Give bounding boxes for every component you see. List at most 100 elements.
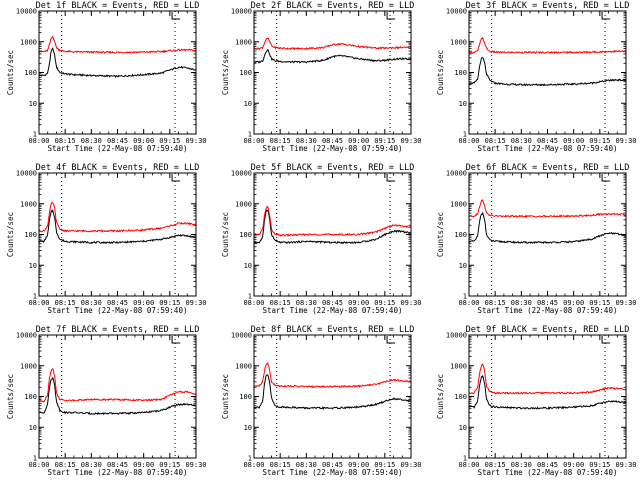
- x-axis-label: Start Time (22-May-08 07:59:40): [478, 144, 618, 153]
- x-tick-label: 09:30: [185, 137, 206, 145]
- x-tick-label: 08:15: [485, 299, 506, 307]
- x-tick-label: 08:30: [81, 137, 102, 145]
- y-tick-label: 1: [463, 293, 467, 301]
- x-tick-label: 08:15: [270, 299, 291, 307]
- x-tick-label: 08:45: [537, 461, 558, 469]
- y-tick-label: 1000: [235, 362, 252, 370]
- x-tick-label: 09:15: [589, 137, 610, 145]
- x-tick-label: 09:00: [133, 299, 154, 307]
- x-tick-label: 08:45: [537, 299, 558, 307]
- y-tick-label: 10000: [446, 8, 467, 16]
- x-tick-label: 09:15: [159, 461, 180, 469]
- bracket-marker: [386, 336, 396, 344]
- y-tick-label: 10: [459, 262, 467, 270]
- y-tick-label: 100: [454, 393, 467, 401]
- chart-title: Det 1f BLACK = Events, RED = LLD: [36, 1, 200, 11]
- x-axis-label: Start Time (22-May-08 07:59:40): [48, 306, 188, 315]
- x-axis-label: Start Time (22-May-08 07:59:40): [263, 144, 403, 153]
- x-tick-label: 09:00: [563, 299, 584, 307]
- series-line-red: [253, 205, 412, 238]
- bracket-marker: [171, 174, 181, 182]
- series-line-black: [468, 57, 627, 87]
- chart-panel: Det 8f BLACK = Events, RED = LLD Start Ti…: [221, 325, 422, 477]
- y-tick-label: 1: [33, 131, 37, 139]
- plot-frame: [468, 334, 627, 459]
- y-axis-label: Counts/sec: [436, 212, 445, 257]
- y-tick-label: 1000: [450, 362, 467, 370]
- x-axis-label: Start Time (22-May-08 07:59:40): [263, 306, 403, 315]
- y-tick-label: 10000: [446, 332, 467, 340]
- chart-title: Det 4f BLACK = Events, RED = LLD: [36, 163, 200, 173]
- series-line-black: [38, 209, 197, 245]
- y-tick-label: 100: [24, 393, 37, 401]
- y-tick-label: 10000: [446, 170, 467, 178]
- y-axis-label: Counts/sec: [6, 212, 15, 257]
- x-tick-label: 08:15: [55, 299, 76, 307]
- series-line-black: [253, 374, 412, 411]
- x-tick-label: 09:30: [615, 299, 636, 307]
- x-tick-label: 08:00: [458, 461, 479, 469]
- y-tick-label: 1000: [450, 38, 467, 46]
- y-tick-label: 10000: [16, 332, 37, 340]
- x-tick-label: 09:00: [348, 299, 369, 307]
- bracket-marker: [171, 336, 181, 344]
- x-tick-label: 08:15: [485, 461, 506, 469]
- x-tick-label: 08:30: [511, 299, 532, 307]
- x-tick-label: 08:30: [81, 299, 102, 307]
- y-tick-label: 10000: [16, 8, 37, 16]
- y-tick-label: 1: [33, 455, 37, 463]
- y-tick-label: 100: [239, 393, 252, 401]
- chart-panel: Det 3f BLACK = Events, RED = LLD Start Ti…: [436, 1, 637, 153]
- x-tick-label: 09:30: [615, 461, 636, 469]
- x-tick-label: 09:30: [400, 137, 421, 145]
- bracket-marker: [171, 12, 181, 20]
- x-tick-label: 09:00: [133, 137, 154, 145]
- x-tick-label: 08:30: [81, 461, 102, 469]
- y-tick-label: 100: [24, 231, 37, 239]
- series-line-black: [38, 376, 197, 416]
- y-tick-label: 1000: [235, 200, 252, 208]
- chart-title: Det 3f BLACK = Events, RED = LLD: [466, 1, 630, 11]
- x-tick-label: 08:15: [55, 137, 76, 145]
- y-tick-label: 10000: [16, 170, 37, 178]
- y-tick-label: 100: [239, 69, 252, 77]
- y-tick-label: 1000: [235, 38, 252, 46]
- series-line-black: [468, 211, 627, 245]
- chart-panel: Det 9f BLACK = Events, RED = LLD Start Ti…: [436, 325, 637, 477]
- y-tick-label: 10: [459, 100, 467, 108]
- x-tick-label: 08:15: [270, 137, 291, 145]
- chart-title: Det 5f BLACK = Events, RED = LLD: [251, 163, 415, 173]
- y-tick-label: 1: [248, 293, 252, 301]
- x-tick-label: 09:15: [159, 299, 180, 307]
- x-tick-label: 08:15: [485, 137, 506, 145]
- x-tick-label: 08:45: [107, 137, 128, 145]
- series-line-black: [253, 48, 412, 64]
- series-line-red: [253, 37, 412, 51]
- bracket-marker: [601, 12, 611, 20]
- y-tick-label: 1000: [20, 362, 37, 370]
- series-line-black: [253, 209, 412, 245]
- y-axis-label: Counts/sec: [6, 374, 15, 419]
- chart-title: Det 7f BLACK = Events, RED = LLD: [36, 325, 200, 335]
- x-axis-label: Start Time (22-May-08 07:59:40): [48, 468, 188, 477]
- x-tick-label: 08:45: [107, 461, 128, 469]
- chart-panel: Det 2f BLACK = Events, RED = LLD Start Ti…: [221, 1, 422, 153]
- y-tick-label: 100: [24, 69, 37, 77]
- series-line-red: [38, 368, 197, 403]
- x-tick-label: 09:15: [159, 137, 180, 145]
- x-tick-label: 08:00: [28, 137, 49, 145]
- bracket-marker: [386, 174, 396, 182]
- chart-title: Det 9f BLACK = Events, RED = LLD: [466, 325, 630, 335]
- plot-frame: [38, 10, 197, 135]
- plot-frame: [253, 172, 412, 297]
- series-line-black: [468, 374, 627, 410]
- x-tick-label: 08:00: [28, 299, 49, 307]
- plot-frame: [253, 10, 412, 135]
- x-tick-label: 08:30: [511, 137, 532, 145]
- bracket-marker: [601, 174, 611, 182]
- x-axis-label: Start Time (22-May-08 07:59:40): [263, 468, 403, 477]
- series-line-red: [38, 35, 197, 54]
- y-axis-label: Counts/sec: [436, 50, 445, 95]
- series-line-red: [468, 363, 627, 395]
- x-tick-label: 08:00: [243, 137, 264, 145]
